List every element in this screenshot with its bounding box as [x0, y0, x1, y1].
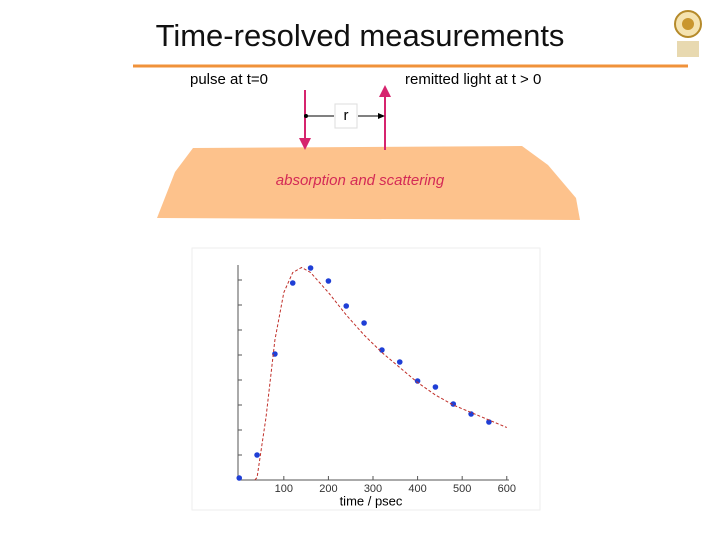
x-tick-label: 600 [498, 483, 516, 495]
tissue-medium [157, 146, 580, 220]
pulse-label: pulse at t=0 [190, 71, 268, 88]
x-tick-label: 300 [364, 483, 382, 495]
x-tick-label: 400 [408, 483, 426, 495]
data-point [289, 280, 296, 286]
data-point [361, 320, 367, 326]
data-point [325, 278, 332, 284]
data-point [468, 411, 474, 417]
logo [674, 10, 702, 57]
data-point [486, 419, 492, 425]
x-tick-label: 100 [275, 483, 293, 495]
data-point [343, 303, 350, 309]
data-point [396, 359, 403, 365]
medium-label: absorption and scattering [276, 172, 445, 189]
data-point [307, 265, 314, 271]
remitted-arrow [379, 85, 391, 150]
x-tick-label: 200 [319, 483, 337, 495]
pulse-arrow [299, 90, 311, 150]
data-point [236, 475, 243, 481]
remitted-label: remitted light at t > 0 [405, 71, 541, 88]
fit-curve [254, 266, 507, 481]
x-tick-label: 500 [453, 483, 471, 495]
chart-panel [191, 247, 541, 511]
x-axis-label: time / psec [340, 493, 403, 508]
slide-title: Time-resolved measurements [156, 18, 565, 53]
distance-marker [304, 103, 385, 129]
data-point [432, 384, 439, 390]
distance-label: r [344, 107, 349, 124]
data-point [254, 452, 260, 458]
data-point [414, 378, 421, 384]
data-point [379, 347, 385, 353]
